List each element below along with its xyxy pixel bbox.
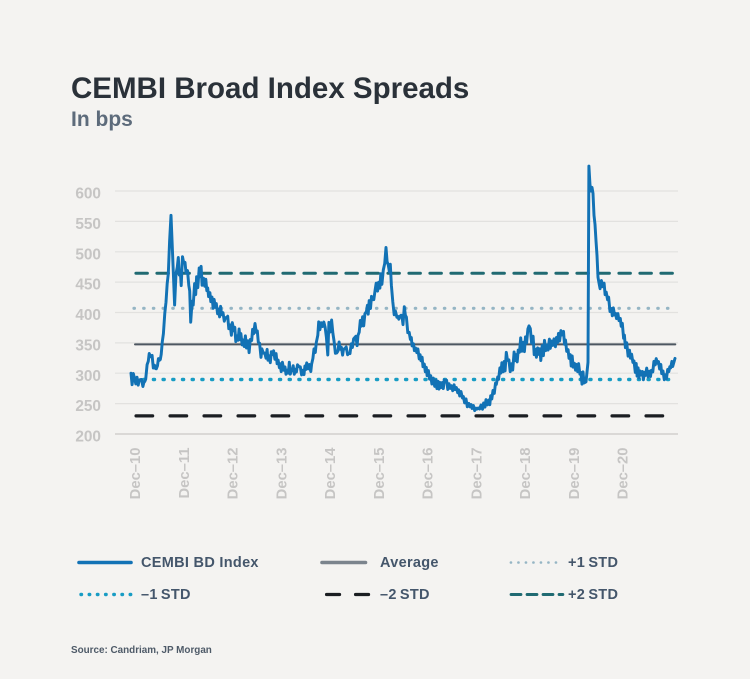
svg-text:Dec–12: Dec–12 xyxy=(226,448,242,500)
svg-text:Dec–13: Dec–13 xyxy=(274,448,290,500)
svg-text:Dec–10: Dec–10 xyxy=(128,448,144,500)
svg-text:550: 550 xyxy=(75,216,101,233)
svg-text:500: 500 xyxy=(75,246,101,263)
svg-text:Dec–14: Dec–14 xyxy=(323,447,339,500)
svg-text:Dec–11: Dec–11 xyxy=(177,448,193,499)
svg-text:Dec–15: Dec–15 xyxy=(372,448,388,500)
svg-text:300: 300 xyxy=(75,368,101,385)
svg-text:Dec–20: Dec–20 xyxy=(616,448,632,500)
svg-text:200: 200 xyxy=(75,429,101,446)
svg-text:450: 450 xyxy=(75,277,101,294)
svg-text:400: 400 xyxy=(75,307,101,324)
svg-text:600: 600 xyxy=(75,186,101,203)
svg-text:350: 350 xyxy=(75,338,101,355)
svg-text:Dec–19: Dec–19 xyxy=(567,448,583,500)
svg-text:Dec–17: Dec–17 xyxy=(469,448,485,500)
svg-text:Dec–18: Dec–18 xyxy=(518,448,534,500)
svg-text:250: 250 xyxy=(75,398,101,415)
svg-text:Dec–16: Dec–16 xyxy=(421,448,437,500)
